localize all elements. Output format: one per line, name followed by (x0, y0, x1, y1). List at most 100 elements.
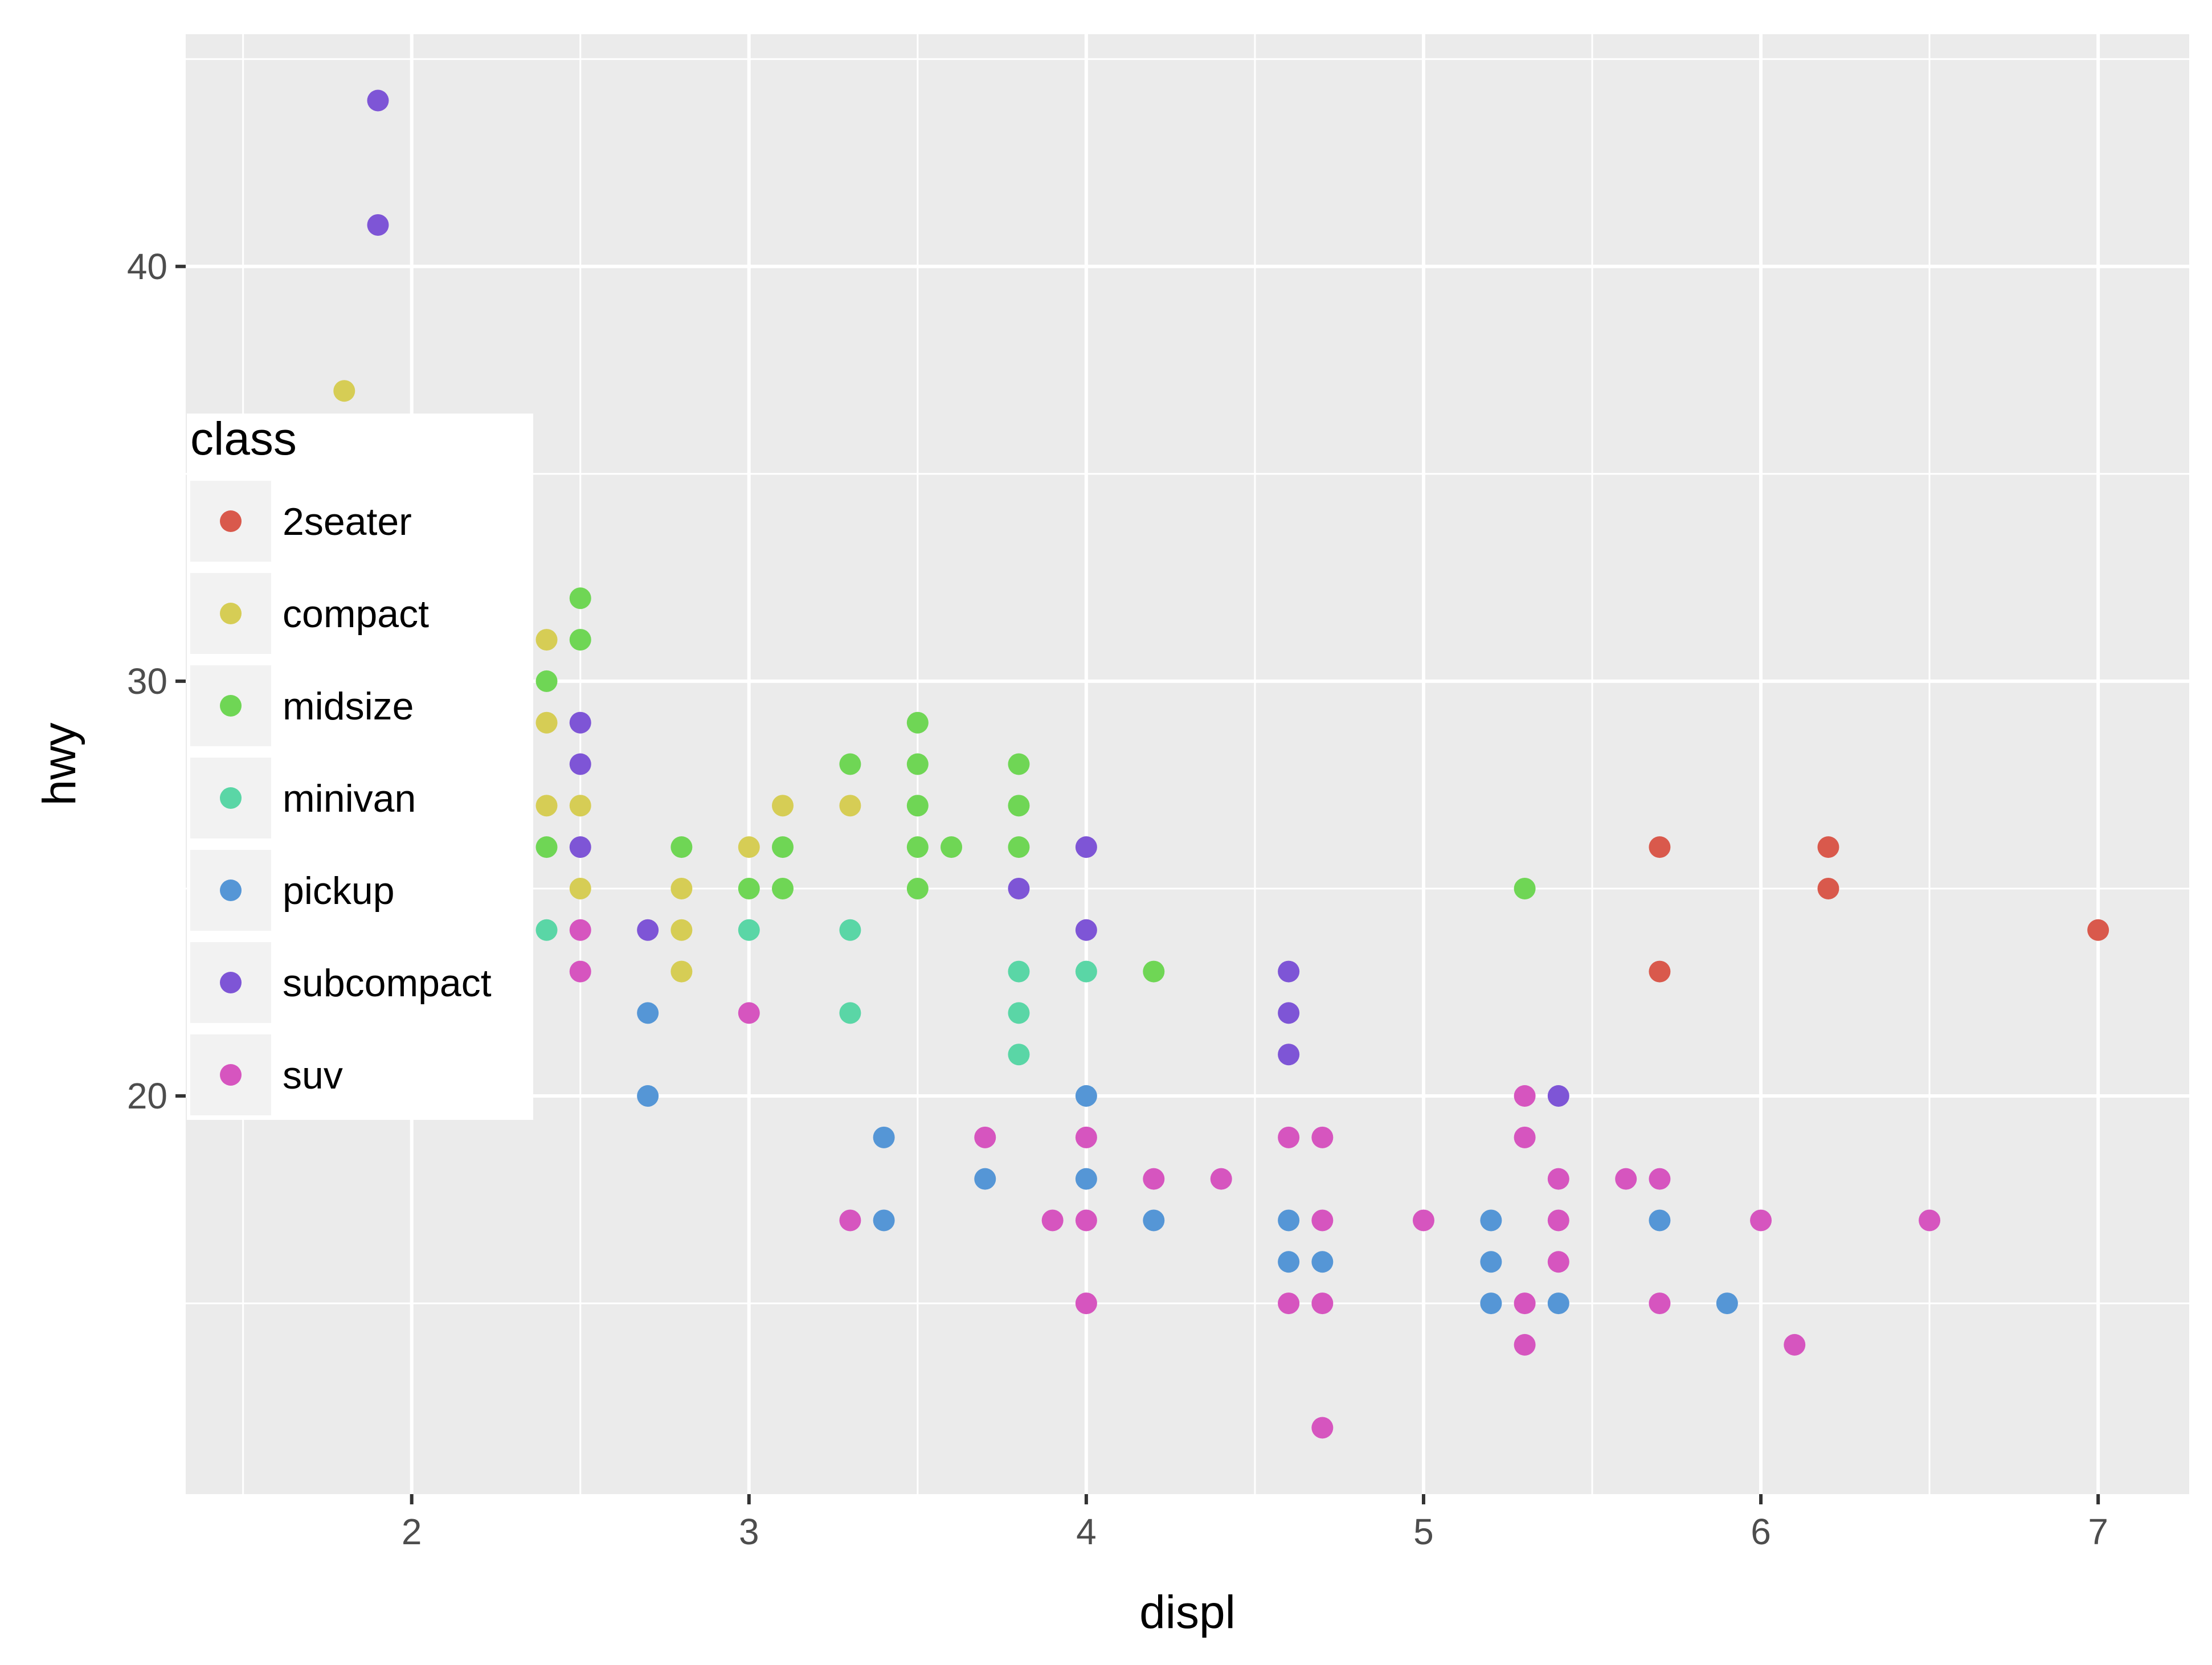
legend-label-minivan: minivan (283, 777, 416, 820)
data-point-suv (1278, 1292, 1300, 1315)
data-point-suv (1311, 1209, 1334, 1232)
data-point-minivan (738, 919, 760, 941)
legend-label-suv: suv (283, 1054, 343, 1097)
data-point-pickup (873, 1209, 895, 1232)
data-points (333, 89, 2109, 1439)
data-point-suv (1514, 1333, 1536, 1356)
data-point-suv (1041, 1209, 1064, 1232)
data-point-pickup (1480, 1251, 1502, 1273)
data-point-pickup (1278, 1251, 1300, 1273)
legend-title: class (190, 413, 297, 465)
legend-key-pickup (220, 879, 242, 901)
data-point-pickup (1547, 1292, 1569, 1315)
data-point-suv (1615, 1168, 1637, 1190)
data-point-suv (1547, 1251, 1569, 1273)
data-point-midsize (771, 877, 794, 899)
data-point-compact (670, 919, 693, 941)
data-point-midsize (535, 670, 558, 692)
legend-label-2seater: 2seater (283, 500, 412, 543)
data-point-suv (738, 1002, 760, 1024)
data-point-compact (839, 795, 861, 817)
data-point-pickup (974, 1168, 996, 1190)
data-point-midsize (1143, 960, 1165, 983)
data-point-pickup (1649, 1209, 1671, 1232)
data-point-suv (1311, 1292, 1334, 1315)
legend-key-minivan (220, 787, 242, 809)
x-tick-label: 6 (1751, 1511, 1771, 1552)
data-point-2seater (1649, 960, 1671, 983)
data-point-suv (1412, 1209, 1434, 1232)
data-point-compact (670, 877, 693, 899)
data-point-subcompact (367, 214, 389, 236)
data-point-suv (1143, 1168, 1165, 1190)
x-axis-label: displ (1139, 1586, 1236, 1638)
data-point-compact (771, 795, 794, 817)
data-point-suv (1311, 1126, 1334, 1148)
x-tick-label: 2 (402, 1511, 422, 1552)
legend-key-suv (220, 1064, 242, 1086)
data-point-minivan (1075, 960, 1097, 983)
data-point-midsize (839, 753, 861, 775)
data-point-suv (974, 1126, 996, 1148)
data-point-midsize (1008, 836, 1030, 858)
data-point-pickup (637, 1002, 659, 1024)
data-point-suv (1547, 1209, 1569, 1232)
data-point-minivan (839, 919, 861, 941)
data-point-suv (1514, 1126, 1536, 1148)
data-point-pickup (1278, 1209, 1300, 1232)
legend-key-compact (220, 603, 242, 624)
legend-key-2seater (220, 510, 242, 532)
legend-label-subcompact: subcompact (283, 962, 492, 1005)
data-point-subcompact (1278, 1002, 1300, 1024)
data-point-midsize (941, 836, 963, 858)
legend: class 2seater compact midsize minivan pickup… (187, 413, 533, 1120)
data-point-pickup (1143, 1209, 1165, 1232)
data-point-suv (569, 919, 591, 941)
data-point-pickup (637, 1085, 659, 1107)
data-point-suv (1311, 1417, 1334, 1439)
data-point-midsize (1514, 877, 1536, 899)
data-point-suv (1210, 1168, 1232, 1190)
data-point-compact (333, 380, 355, 402)
data-point-subcompact (1547, 1085, 1569, 1107)
data-point-pickup (1075, 1168, 1097, 1190)
data-point-midsize (906, 836, 929, 858)
legend-key-midsize (220, 695, 242, 717)
x-tick-label: 3 (739, 1511, 759, 1552)
data-point-subcompact (569, 836, 591, 858)
data-point-subcompact (1278, 960, 1300, 983)
data-point-2seater (1817, 877, 1839, 899)
data-point-midsize (906, 753, 929, 775)
data-point-suv (1514, 1085, 1536, 1107)
data-point-subcompact (1075, 919, 1097, 941)
legend-key-subcompact (220, 972, 242, 993)
data-point-minivan (535, 919, 558, 941)
data-point-compact (535, 629, 558, 651)
legend-label-midsize: midsize (283, 685, 414, 728)
x-tick-label: 4 (1076, 1511, 1097, 1552)
data-point-midsize (670, 836, 693, 858)
data-point-pickup (1311, 1251, 1334, 1273)
data-point-midsize (906, 795, 929, 817)
data-point-subcompact (569, 753, 591, 775)
data-point-pickup (1480, 1292, 1502, 1315)
x-tick-label: 7 (2088, 1511, 2108, 1552)
data-point-compact (569, 877, 591, 899)
legend-label-compact: compact (283, 592, 429, 636)
data-point-minivan (1008, 960, 1030, 983)
data-point-compact (569, 795, 591, 817)
data-point-suv (1784, 1333, 1806, 1356)
data-point-subcompact (367, 89, 389, 112)
data-point-suv (1278, 1126, 1300, 1148)
data-point-minivan (1008, 1044, 1030, 1066)
y-axis: 20 30 40 (127, 246, 186, 1116)
data-point-midsize (1008, 753, 1030, 775)
data-point-pickup (1480, 1209, 1502, 1232)
data-point-2seater (1649, 836, 1671, 858)
data-point-midsize (569, 587, 591, 609)
legend-items: 2seater compact midsize minivan pickup subcom… (190, 481, 492, 1115)
data-point-suv (1919, 1209, 1941, 1232)
data-point-midsize (771, 836, 794, 858)
data-point-midsize (1008, 795, 1030, 817)
